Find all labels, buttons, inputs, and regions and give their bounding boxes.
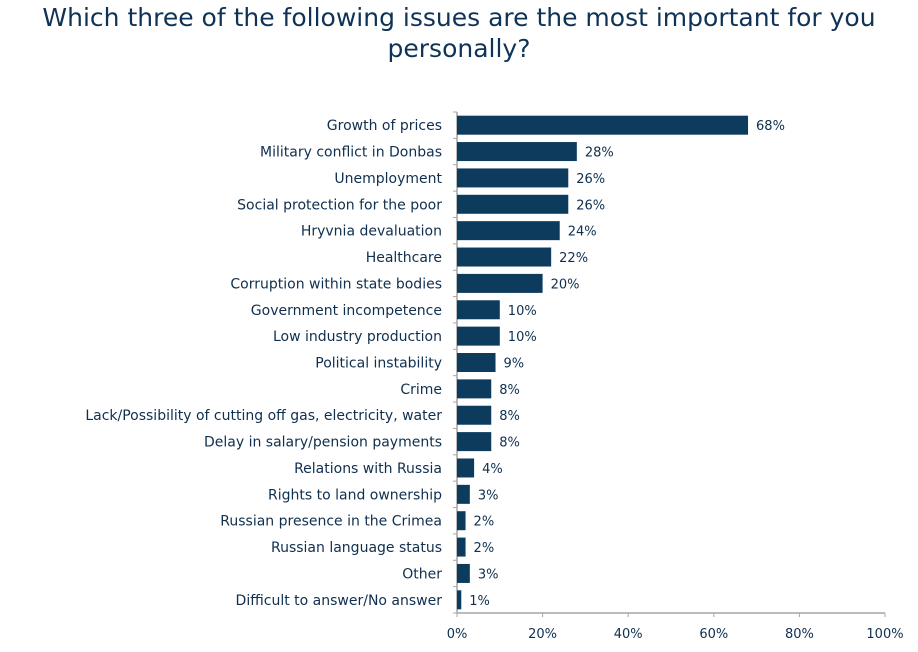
bar bbox=[457, 194, 569, 214]
data-label: 28% bbox=[585, 146, 614, 161]
category-label: Military conflict in Donbas bbox=[260, 145, 442, 161]
category-label: Corruption within state bodies bbox=[230, 276, 442, 292]
category-label: Other bbox=[402, 566, 442, 582]
bar bbox=[457, 273, 543, 293]
bar bbox=[457, 458, 475, 478]
category-label: Rights to land ownership bbox=[268, 487, 442, 503]
category-label: Relations with Russia bbox=[294, 461, 442, 477]
bar bbox=[457, 379, 492, 399]
data-label: 1% bbox=[469, 594, 490, 609]
bar bbox=[457, 300, 500, 320]
x-tick-label: 100% bbox=[866, 627, 903, 642]
category-label: Low industry production bbox=[273, 329, 442, 345]
x-tick-label: 60% bbox=[699, 627, 728, 642]
bar bbox=[457, 247, 552, 267]
x-tick-label: 20% bbox=[528, 627, 557, 642]
data-label: 26% bbox=[576, 172, 605, 187]
data-label: 2% bbox=[474, 515, 495, 530]
category-label: Government incompetence bbox=[251, 303, 442, 319]
category-label: Political instability bbox=[315, 356, 442, 372]
bar bbox=[457, 537, 466, 557]
category-label: Crime bbox=[400, 382, 442, 398]
bar bbox=[457, 590, 462, 610]
bar bbox=[457, 115, 749, 135]
data-label: 3% bbox=[478, 567, 499, 582]
x-tick-label: 0% bbox=[447, 627, 468, 642]
data-label: 10% bbox=[508, 304, 537, 319]
category-label: Russian language status bbox=[271, 540, 442, 556]
bar bbox=[457, 326, 500, 346]
category-label: Difficult to answer/No answer bbox=[236, 593, 443, 609]
data-label: 68% bbox=[756, 119, 785, 134]
data-label: 2% bbox=[474, 541, 495, 556]
data-label: 20% bbox=[551, 277, 580, 292]
category-label: Healthcare bbox=[366, 250, 442, 266]
category-label: Lack/Possibility of cutting off gas, ele… bbox=[85, 408, 442, 424]
data-label: 9% bbox=[504, 357, 525, 372]
bar bbox=[457, 511, 466, 531]
category-label: Delay in salary/pension payments bbox=[204, 435, 442, 451]
category-label: Russian presence in the Crimea bbox=[220, 514, 442, 530]
bar bbox=[457, 168, 569, 188]
data-label: 26% bbox=[576, 198, 605, 213]
data-label: 3% bbox=[478, 488, 499, 503]
x-tick-label: 40% bbox=[614, 627, 643, 642]
data-label: 24% bbox=[568, 225, 597, 240]
bar bbox=[457, 142, 577, 162]
data-label: 22% bbox=[559, 251, 588, 266]
bar bbox=[457, 353, 496, 372]
data-label: 8% bbox=[499, 383, 520, 398]
bar bbox=[457, 221, 560, 241]
chart-title: Which three of the following issues are … bbox=[42, 3, 876, 63]
category-label: Unemployment bbox=[334, 171, 442, 187]
bar bbox=[457, 432, 492, 452]
category-label: Hryvnia devaluation bbox=[301, 224, 442, 240]
data-label: 8% bbox=[499, 436, 520, 451]
bar bbox=[457, 405, 492, 425]
data-label: 4% bbox=[482, 462, 503, 477]
data-label: 8% bbox=[499, 409, 520, 424]
category-label: Social protection for the poor bbox=[237, 197, 442, 213]
x-tick-label: 80% bbox=[785, 627, 814, 642]
category-label: Growth of prices bbox=[327, 118, 442, 134]
data-label: 10% bbox=[508, 330, 537, 345]
bar bbox=[457, 484, 470, 504]
bar bbox=[457, 563, 470, 583]
